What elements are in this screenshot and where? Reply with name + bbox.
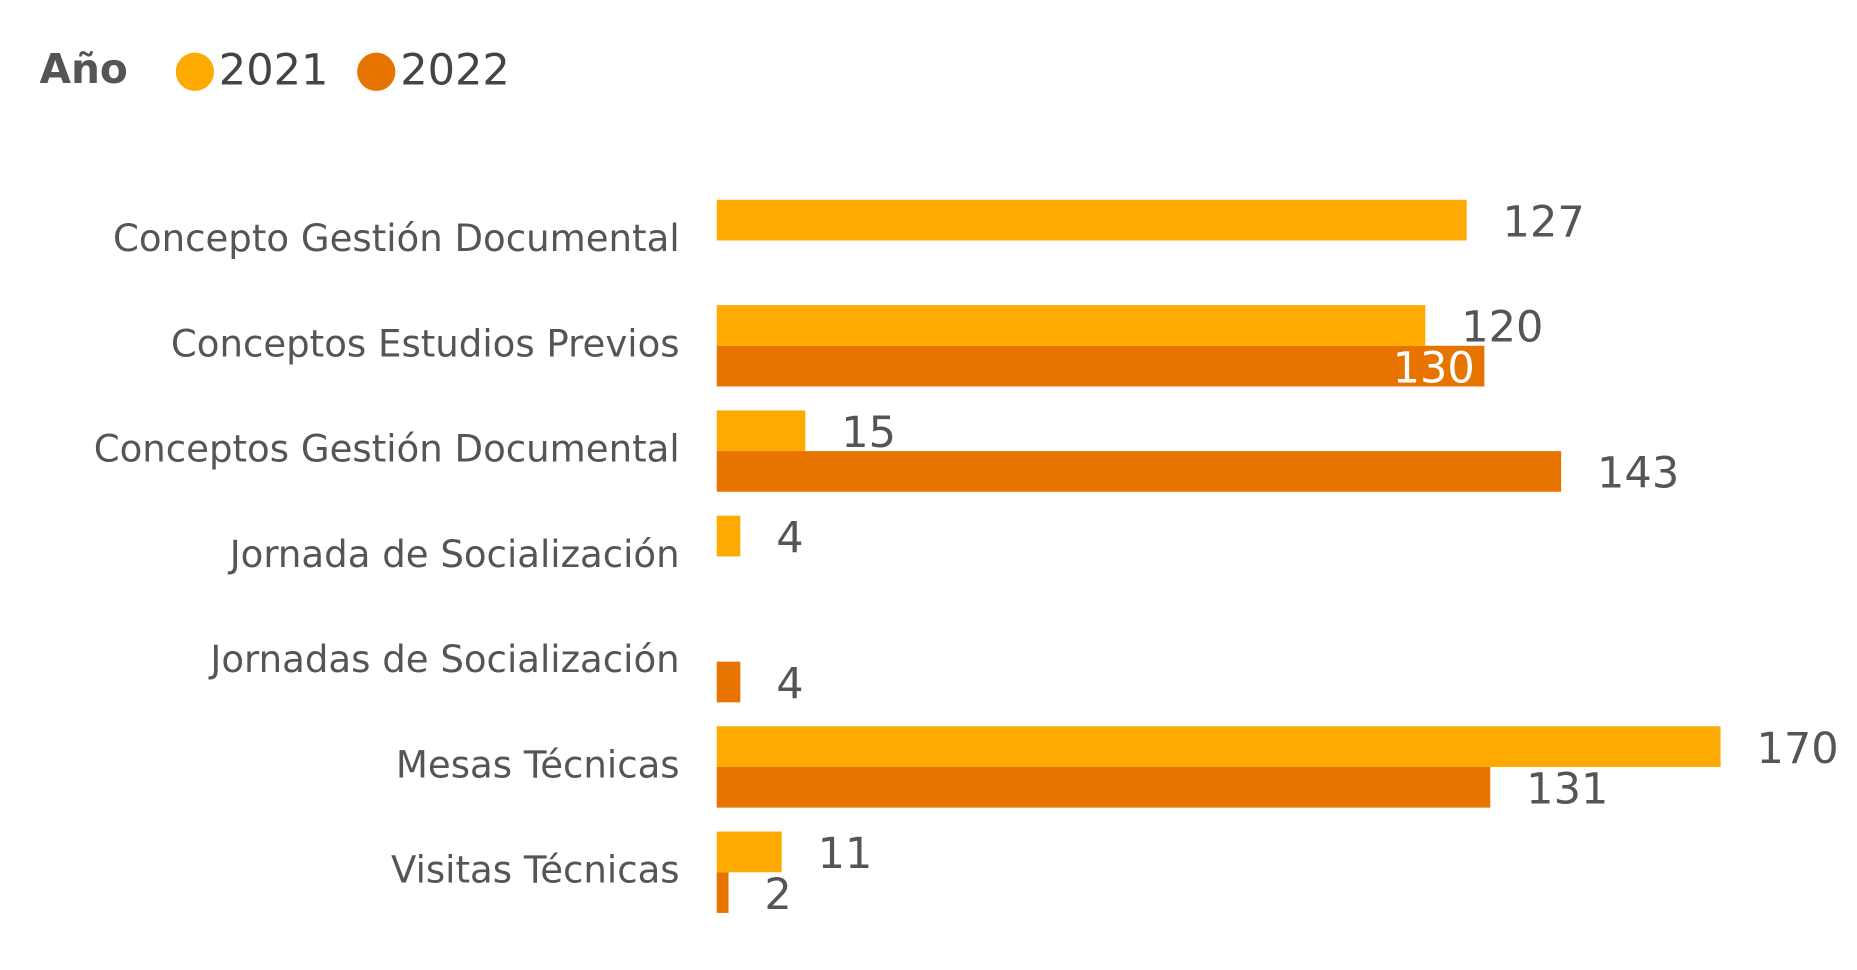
data-label: 131 — [1526, 765, 1608, 815]
bar — [716, 199, 1467, 241]
legend-marker — [357, 52, 396, 91]
legend-label: 2022 — [400, 45, 510, 95]
category-label: Visitas Técnicas — [391, 849, 680, 892]
bar — [716, 451, 1562, 492]
category-label: Conceptos Estudios Previos — [171, 322, 680, 365]
bar — [716, 766, 1491, 808]
data-label: 130 — [1393, 343, 1475, 393]
data-label: 170 — [1756, 724, 1838, 774]
data-label: 11 — [818, 829, 873, 879]
data-label: 4 — [776, 659, 803, 709]
category-label: Jornada de Socialización — [228, 533, 680, 576]
data-label: 2 — [764, 870, 791, 920]
data-label: 127 — [1503, 197, 1585, 247]
bar — [716, 410, 806, 452]
data-label: 15 — [841, 408, 896, 458]
category-label: Jornadas de Socialización — [208, 638, 679, 681]
legend-title: Año — [40, 45, 128, 93]
bar — [716, 726, 1721, 767]
category-label: Concepto Gestión Documental — [113, 217, 680, 260]
category-label: Conceptos Gestión Documental — [94, 428, 680, 471]
legend-marker — [175, 52, 215, 91]
bar — [716, 661, 741, 703]
bar — [716, 872, 729, 913]
data-label: 4 — [776, 513, 803, 563]
bar — [716, 831, 782, 873]
category-label: Mesas Técnicas — [396, 743, 680, 786]
data-label: 120 — [1461, 303, 1543, 353]
legend-label: 2021 — [219, 45, 329, 95]
bar — [716, 305, 1426, 346]
bar — [716, 515, 741, 557]
bar — [716, 345, 1485, 387]
data-label: 143 — [1597, 449, 1679, 499]
